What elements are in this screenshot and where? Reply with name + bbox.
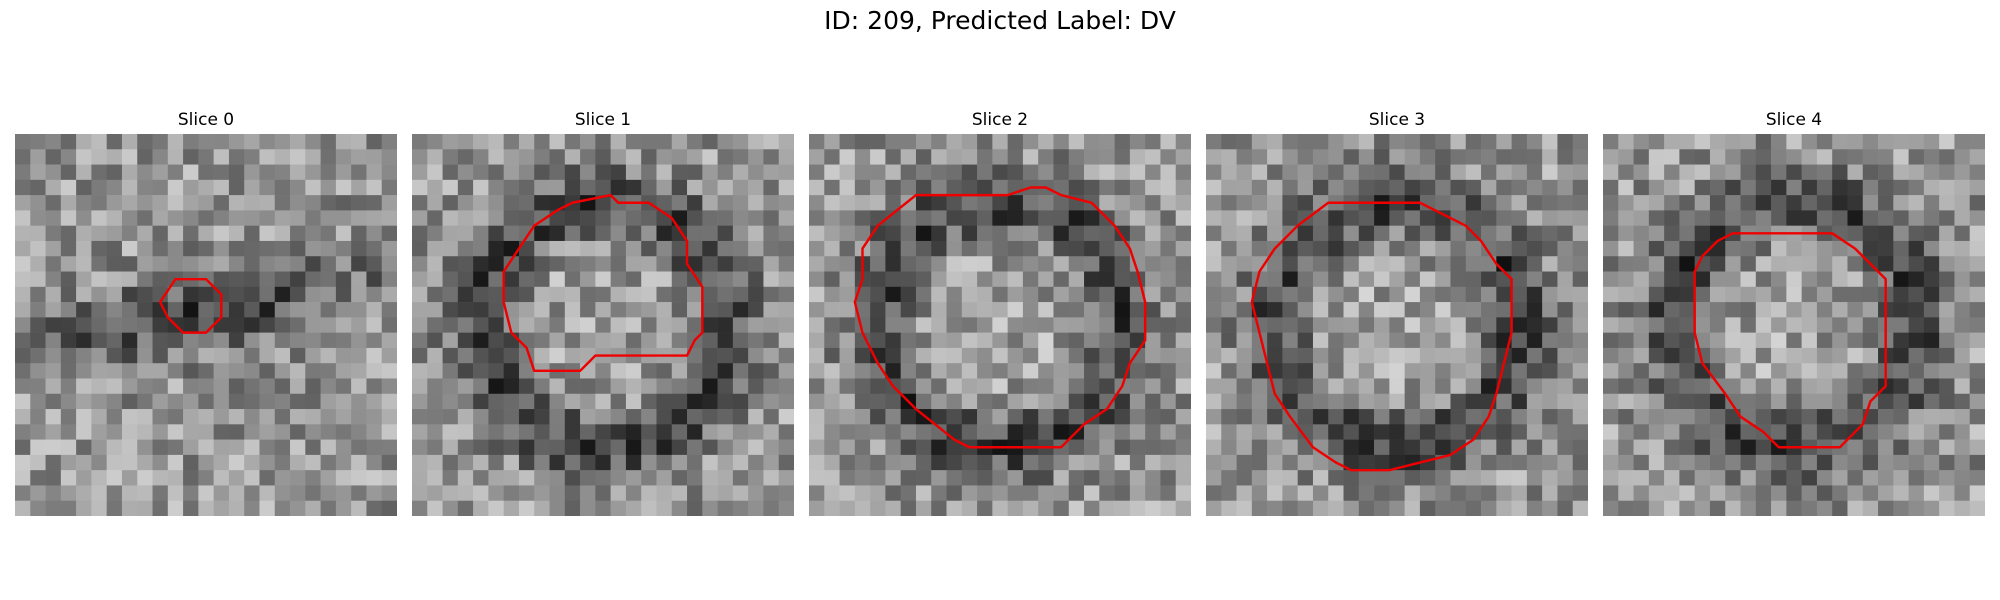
- contour-outline-3: [1250, 201, 1513, 472]
- slice-title-3: Slice 3: [1368, 110, 1426, 130]
- slice-panel-2: Slice 2: [809, 108, 1191, 516]
- contour-outline-0: [158, 277, 223, 334]
- slice-panel-4: Slice 4: [1603, 108, 1985, 516]
- figure-title: ID: 209, Predicted Label: DV: [824, 6, 1176, 35]
- slice-title-1: Slice 1: [574, 110, 632, 130]
- contour-outline-1: [502, 193, 704, 373]
- contour-outline-2: [853, 186, 1147, 449]
- contour-outline-4: [1693, 232, 1887, 449]
- slice-panel-1: Slice 1: [412, 108, 794, 516]
- slice-image-0: [15, 134, 397, 516]
- slice-title-2: Slice 2: [971, 110, 1029, 130]
- slice-image-4: [1603, 134, 1985, 516]
- slice-image-3: [1206, 134, 1588, 516]
- slice-title-4: Slice 4: [1765, 110, 1823, 130]
- slice-panel-3: Slice 3: [1206, 108, 1588, 516]
- slice-image-2: [809, 134, 1191, 516]
- slice-image-1: [412, 134, 794, 516]
- slice-panel-0: Slice 0: [15, 108, 397, 516]
- slice-title-0: Slice 0: [177, 110, 235, 130]
